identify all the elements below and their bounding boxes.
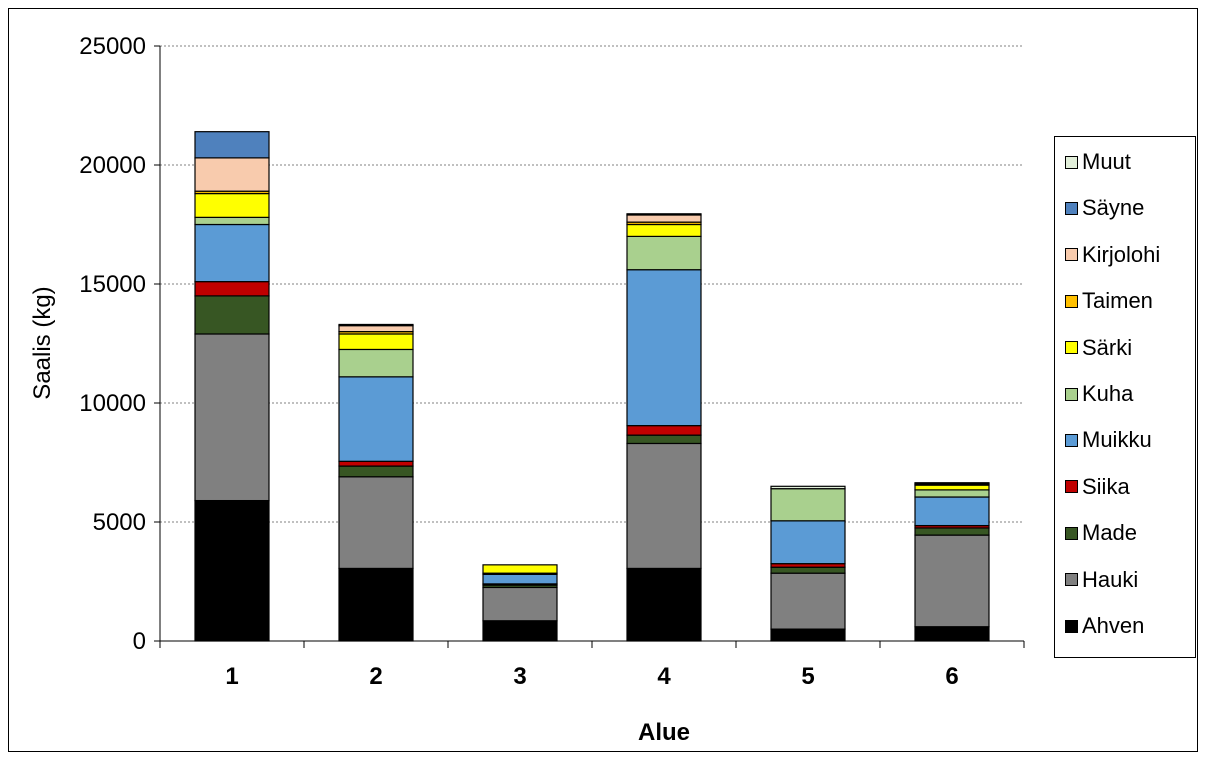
bar-segment-muikku-3 <box>482 573 558 585</box>
bar-segment-särki-3 <box>482 564 558 574</box>
bar-segment-säyne-1 <box>194 131 270 159</box>
bar-segment-ahven-6 <box>914 626 990 642</box>
legend-label: Hauki <box>1082 566 1139 592</box>
bar-segment-muut-6 <box>914 482 990 485</box>
legend-swatch <box>1065 248 1078 262</box>
x-tick-label: 6 <box>945 663 958 690</box>
bar-segment-muut-2 <box>338 323 414 327</box>
bar-segment-kuha-4 <box>626 235 702 271</box>
bar-segment-muikku-1 <box>194 223 270 283</box>
bar-segment-kirjolohi-4 <box>626 214 702 223</box>
bar-segment-hauki-6 <box>914 534 990 628</box>
bar-segment-hauki-2 <box>338 476 414 570</box>
legend-item-muut: Muut <box>1065 149 1131 174</box>
legend-item-kirjolohi: Kirjolohi <box>1065 241 1161 267</box>
bar-segment-muikku-4 <box>626 269 702 427</box>
legend-swatch <box>1065 526 1078 540</box>
legend-swatch <box>1065 619 1078 633</box>
bar-segment-hauki-3 <box>482 586 558 622</box>
bar-segment-made-6 <box>914 527 990 536</box>
bar-segment-ahven-1 <box>194 499 270 642</box>
legend-item-ahven: Ahven <box>1065 613 1145 638</box>
bar-segment-kuha-1 <box>194 216 270 226</box>
legend-item-kuha: Kuha <box>1065 381 1134 406</box>
bar-segment-made-1 <box>194 295 270 335</box>
y-tick-label: 5000 <box>93 509 146 536</box>
y-tick-label: 20000 <box>79 152 146 179</box>
legend-item-hauki: Hauki <box>1065 566 1139 592</box>
bar-segment-ahven-5 <box>770 628 846 642</box>
bar-segment-hauki-4 <box>626 442 702 570</box>
legend-swatch <box>1065 387 1078 401</box>
bar-segment-muikku-5 <box>770 520 846 565</box>
x-tick-labels: 1 2 3 4 5 6 <box>225 663 958 690</box>
bar-segment-kirjolohi-2 <box>338 325 414 333</box>
bar-segment-särki-4 <box>626 223 702 237</box>
bar-segment-kuha-5 <box>770 488 846 522</box>
bar-segment-siika-4 <box>626 425 702 436</box>
legend-label: Kirjolohi <box>1082 241 1161 267</box>
legend: Muut Säyne Kirjolohi Taimen Särki Kuha Muikku S… <box>1054 136 1196 658</box>
x-tick-label: 5 <box>801 663 814 690</box>
legend-label: Kuha <box>1082 381 1134 406</box>
y-tick-labels: 0 5000 10000 15000 20000 25000 <box>79 33 146 655</box>
bar-segment-siika-2 <box>338 460 414 467</box>
legend-swatch <box>1065 201 1078 215</box>
legend-swatch <box>1065 155 1078 169</box>
bar-segment-kirjolohi-1 <box>194 157 270 192</box>
legend-swatch <box>1065 294 1078 308</box>
legend-item-särki: Särki <box>1065 334 1133 360</box>
legend-item-taimen: Taimen <box>1065 288 1153 314</box>
legend-swatch <box>1065 433 1078 447</box>
bar-segment-säyne-4 <box>626 213 702 216</box>
bar-segment-made-4 <box>626 434 702 445</box>
legend-swatch <box>1065 480 1078 494</box>
bar-segment-särki-6 <box>914 484 990 491</box>
legend-label: Made <box>1082 520 1138 546</box>
legend-label: Ahven <box>1082 613 1145 638</box>
x-tick-label: 4 <box>657 663 671 690</box>
bar-segment-hauki-5 <box>770 572 846 630</box>
legend-item-säyne: Säyne <box>1065 195 1145 221</box>
axes <box>154 45 1025 648</box>
bar-segment-ahven-3 <box>482 620 558 642</box>
legend-item-siika: Siika <box>1065 473 1130 499</box>
legend-swatch <box>1065 573 1078 587</box>
x-axis-label: Alue <box>638 719 690 746</box>
bar-segment-made-2 <box>338 465 414 478</box>
bars <box>194 131 990 642</box>
bar-segment-kuha-6 <box>914 489 990 498</box>
bar-segment-made-5 <box>770 566 846 574</box>
bar-segment-kuha-2 <box>338 348 414 378</box>
legend-label: Muut <box>1082 149 1131 174</box>
bar-segment-hauki-1 <box>194 333 270 502</box>
bar-segment-muikku-6 <box>914 496 990 527</box>
y-axis-label: Saalis (kg) <box>29 286 56 399</box>
legend-label: Säyne <box>1082 195 1145 221</box>
bar-segment-muikku-2 <box>338 376 414 462</box>
legend-item-muikku: Muikku <box>1065 427 1152 453</box>
bar-segment-ahven-4 <box>626 567 702 642</box>
y-tick-label: 10000 <box>79 390 146 417</box>
legend-label: Särki <box>1082 334 1133 360</box>
bar-segment-siika-1 <box>194 281 270 297</box>
legend-swatch <box>1065 341 1078 355</box>
y-tick-label: 0 <box>133 628 146 655</box>
bar-segment-särki-2 <box>338 333 414 351</box>
x-tick-label: 3 <box>513 663 526 690</box>
gridlines <box>160 45 1024 523</box>
legend-label: Taimen <box>1082 288 1153 314</box>
legend-item-made: Made <box>1065 520 1138 546</box>
legend-label: Siika <box>1082 473 1130 499</box>
x-tick-label: 2 <box>369 663 382 690</box>
bar-segment-särki-1 <box>194 192 270 218</box>
x-tick-label: 1 <box>225 663 238 690</box>
y-tick-label: 15000 <box>79 271 146 298</box>
bar-segment-muut-5 <box>770 485 846 490</box>
bar-segment-ahven-2 <box>338 567 414 642</box>
y-tick-label: 25000 <box>79 33 146 60</box>
legend-label: Muikku <box>1082 427 1152 453</box>
